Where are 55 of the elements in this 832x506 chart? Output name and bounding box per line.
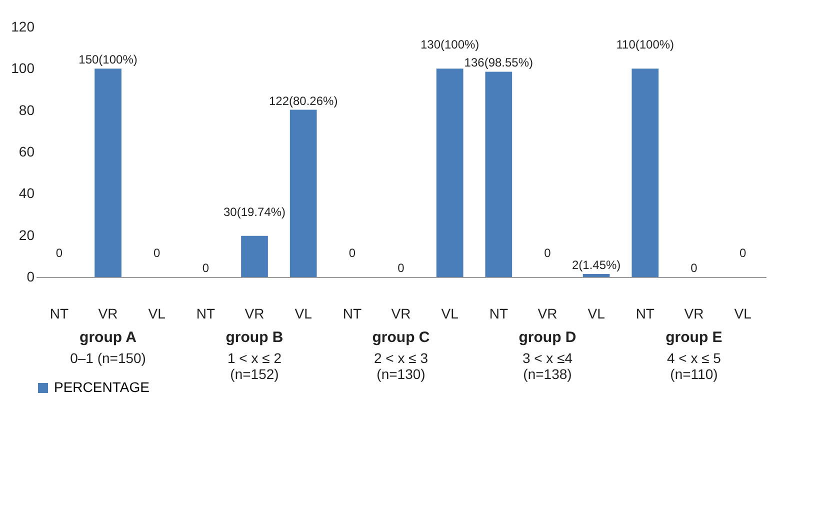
data-label: 110(100%)	[616, 38, 674, 52]
x-tick-label: VL	[441, 306, 459, 322]
data-label: 0	[690, 261, 698, 275]
data-label: 136(98.55%)	[464, 56, 534, 70]
bar	[485, 72, 512, 277]
x-tick-label: VL	[588, 306, 606, 322]
text: 1 < x ≤ 2 (n=152)	[228, 350, 282, 382]
y-tick-label: 40	[18, 185, 35, 202]
data-label: 0	[544, 246, 552, 260]
data-label: 0	[348, 246, 356, 260]
data-label: 0	[739, 246, 746, 260]
x-tick-label: VR	[98, 306, 118, 322]
text: group E	[666, 329, 722, 346]
text: group A	[80, 329, 137, 346]
x-tick-label: VL	[294, 306, 312, 322]
bar	[632, 68, 659, 277]
text: group B	[226, 329, 284, 346]
x-tick-label: NT	[196, 306, 216, 322]
text: 3 < x ≤4 (n=138)	[522, 350, 573, 382]
x-tick-label: VL	[734, 306, 752, 322]
bar	[290, 110, 317, 277]
text: 0–1 (n=150)	[70, 350, 146, 366]
bar	[94, 68, 122, 277]
bar	[582, 274, 610, 277]
text: 4 < x ≤ 5 (n=110)	[666, 350, 722, 382]
x-tick-label: VR	[684, 306, 704, 322]
y-tick-label: 0	[26, 268, 35, 284]
bar	[241, 236, 268, 277]
x-tick-label: NT	[342, 306, 362, 322]
data-label: 0	[202, 261, 210, 275]
data-label: 0	[154, 246, 161, 260]
text: 2 < x ≤ 3 (n=130)	[374, 350, 428, 382]
x-tick-label: NT	[636, 306, 655, 322]
y-tick-label: 100	[11, 60, 35, 76]
data-label: 122(80.26%)	[268, 94, 338, 108]
legend-label: PERCENTAGE	[54, 379, 150, 395]
data-label: 2(1.45%)	[572, 258, 621, 272]
y-tick-label: 60	[18, 144, 35, 160]
data-label: 0	[56, 246, 63, 260]
y-tick-label: 20	[18, 226, 35, 243]
data-label: 150(100%)	[78, 52, 138, 67]
x-tick-label: VR	[244, 306, 264, 322]
y-tick-label: 80	[18, 102, 35, 118]
x-tick-label: VL	[148, 306, 166, 322]
x-tick-label: NT	[50, 306, 69, 322]
bar	[436, 68, 464, 277]
text: group D	[518, 329, 576, 346]
x-tick-label: VR	[538, 306, 558, 322]
data-label: 130(100%)	[420, 38, 480, 52]
x-tick-label: NT	[489, 306, 508, 322]
text: group C	[372, 329, 430, 346]
data-label: 0	[398, 261, 405, 275]
data-label: 30(19.74%)	[223, 204, 286, 219]
y-tick-label: 120	[11, 18, 35, 34]
x-tick-label: VR	[391, 306, 411, 322]
